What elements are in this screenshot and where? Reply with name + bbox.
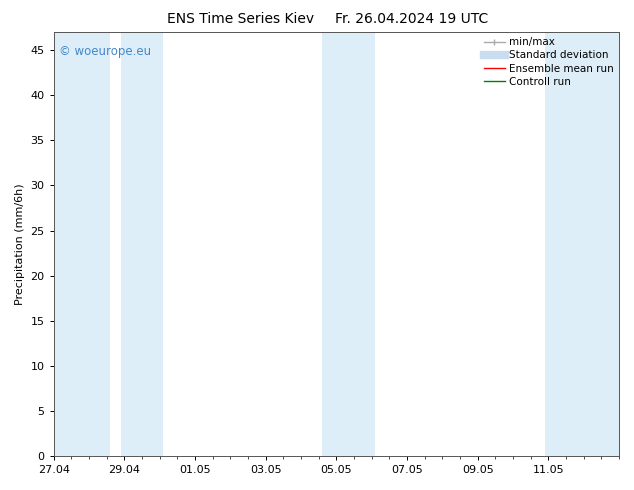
Text: © woeurope.eu: © woeurope.eu	[60, 45, 152, 58]
Bar	[121, 32, 163, 456]
Y-axis label: Precipitation (mm/6h): Precipitation (mm/6h)	[15, 183, 25, 305]
Bar	[322, 32, 375, 456]
Bar	[545, 32, 619, 456]
Text: ENS Time Series Kiev: ENS Time Series Kiev	[167, 12, 314, 26]
Bar	[54, 32, 110, 456]
Legend: min/max, Standard deviation, Ensemble mean run, Controll run: min/max, Standard deviation, Ensemble me…	[481, 34, 617, 90]
Text: Fr. 26.04.2024 19 UTC: Fr. 26.04.2024 19 UTC	[335, 12, 489, 26]
